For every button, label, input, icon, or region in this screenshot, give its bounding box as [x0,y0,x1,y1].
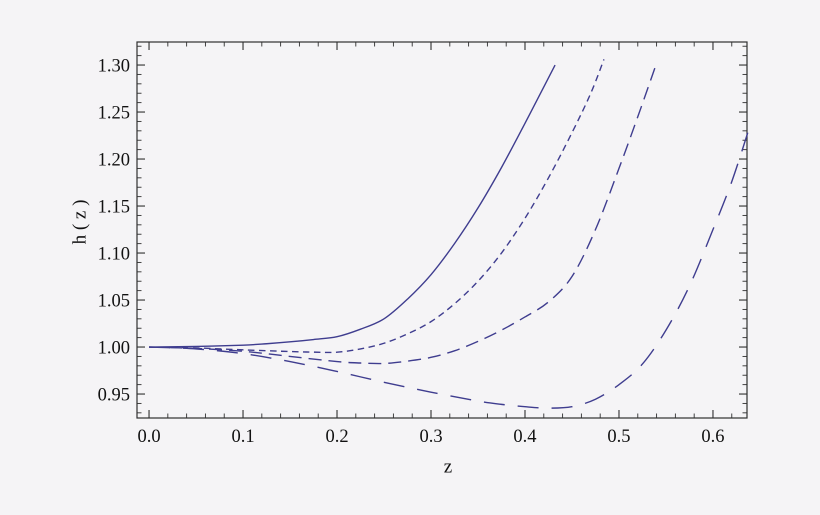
x-tick-label: 0.1 [231,427,254,447]
y-tick-label: 1.05 [98,292,130,312]
x-tick-label: 0.0 [137,427,160,447]
curve-medium-dashed [149,62,658,365]
x-tick-label: 0.5 [607,427,630,447]
x-tick-label: 0.3 [419,427,442,447]
curve-long-dashed [149,132,749,409]
y-tick-label: 1.00 [98,339,130,359]
x-tick-label: 0.6 [701,427,724,447]
y-tick-label: 0.95 [98,386,130,406]
y-axis-label: h ( z ) [69,199,91,245]
y-tick-label: 1.10 [98,245,130,265]
y-tick-label: 1.20 [98,151,130,171]
x-axis-label: z [443,456,453,478]
x-tick-label: 0.2 [325,427,348,447]
y-tick-label: 1.30 [98,57,130,77]
x-tick-label: 0.4 [513,427,536,447]
plot-frame [136,41,748,419]
curve-short-dashed [149,59,605,354]
y-tick-label: 1.25 [98,104,130,124]
curve-solid [149,64,556,348]
y-tick-label: 1.15 [98,198,130,218]
